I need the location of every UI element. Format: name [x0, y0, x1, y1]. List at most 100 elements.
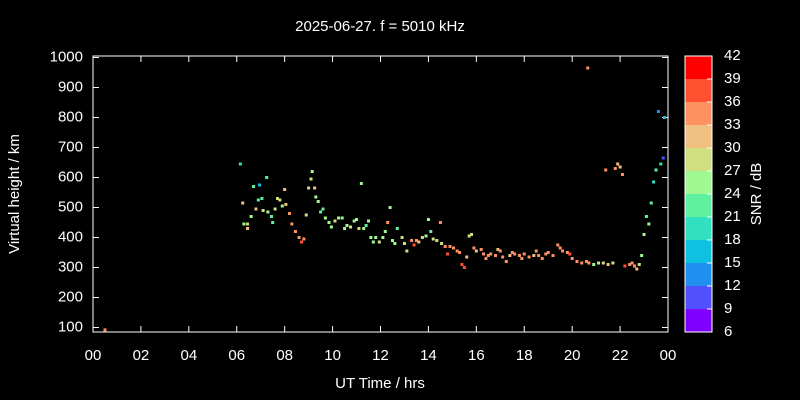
data-point: [287, 212, 291, 215]
data-point: [482, 252, 486, 256]
data-point: [414, 239, 418, 242]
data-point: [527, 255, 531, 259]
colorbar-band: [685, 263, 712, 286]
data-point: [479, 248, 483, 251]
data-point: [246, 222, 250, 226]
data-point: [405, 249, 409, 253]
data-point: [246, 227, 250, 230]
data-point: [510, 251, 514, 254]
colorbar-tick-label: 15: [724, 254, 741, 271]
data-point: [637, 263, 641, 266]
data-point: [359, 182, 363, 185]
colorbar-label: SNR / dB: [748, 163, 765, 226]
y-tick-label: 100: [58, 318, 83, 335]
data-point: [462, 266, 466, 269]
x-tick-label: 10: [324, 347, 341, 364]
data-point: [496, 248, 500, 251]
data-point: [265, 176, 269, 179]
data-point: [269, 215, 273, 218]
x-tick-label: 08: [276, 347, 293, 364]
data-point: [275, 197, 279, 200]
colorbar-tick-label: 33: [724, 116, 741, 133]
x-tick-label: 06: [228, 347, 245, 364]
data-point: [656, 110, 660, 113]
data-point: [522, 252, 526, 256]
data-point: [501, 255, 505, 259]
data-point: [393, 242, 397, 245]
data-point: [440, 242, 444, 245]
data-point: [435, 239, 439, 242]
data-point: [498, 249, 502, 253]
data-point: [271, 221, 275, 224]
data-point: [249, 215, 253, 218]
y-axis-label: Virtual height / km: [6, 134, 23, 254]
data-point: [323, 216, 327, 220]
data-point: [537, 254, 541, 257]
data-point: [299, 240, 303, 244]
colorbar-band: [685, 286, 712, 309]
colorbar-tick-label: 6: [724, 323, 732, 340]
data-point: [284, 203, 288, 206]
data-point: [417, 240, 421, 244]
colorbar-band: [685, 148, 712, 171]
data-point: [458, 251, 462, 254]
data-point: [256, 198, 260, 202]
data-point: [400, 236, 404, 239]
data-point: [565, 251, 569, 254]
data-point: [587, 261, 591, 265]
colorbar-band: [685, 56, 712, 79]
data-point: [556, 243, 560, 247]
y-tick-label: 200: [58, 288, 83, 305]
data-point: [309, 177, 313, 181]
data-point: [293, 230, 297, 233]
data-point: [297, 236, 301, 239]
data-point: [613, 167, 617, 170]
data-point: [383, 230, 387, 233]
data-point: [321, 207, 325, 211]
data-point: [431, 237, 435, 241]
data-point: [494, 254, 497, 257]
colorbar-tick-label: 36: [724, 93, 741, 110]
data-point: [623, 264, 627, 268]
data-point: [278, 198, 282, 202]
data-point: [472, 246, 476, 250]
colorbar-band: [685, 240, 712, 263]
data-point: [429, 230, 433, 233]
colorbar-band: [685, 171, 712, 194]
data-point: [630, 261, 634, 265]
data-point: [307, 186, 311, 190]
data-point: [242, 222, 246, 226]
x-tick-label: 14: [420, 347, 437, 364]
data-point: [355, 218, 359, 221]
data-point: [568, 252, 572, 256]
data-point: [649, 201, 653, 205]
x-tick-label: 18: [516, 347, 533, 364]
x-tick-label: 02: [133, 347, 150, 364]
data-point: [644, 215, 648, 218]
data-point: [280, 204, 284, 208]
data-point: [241, 201, 245, 205]
data-point: [357, 227, 361, 230]
data-point: [508, 254, 512, 257]
x-tick-label: 00: [660, 347, 677, 364]
data-point: [640, 254, 644, 257]
data-point: [371, 240, 375, 244]
data-point: [586, 66, 590, 70]
y-tick-label: 700: [58, 138, 83, 155]
data-point: [333, 219, 337, 223]
data-point: [517, 254, 521, 257]
data-point: [635, 267, 639, 271]
data-point: [544, 252, 548, 256]
data-point: [103, 328, 107, 332]
data-point: [597, 261, 601, 265]
data-point: [302, 237, 306, 241]
x-tick-label: 12: [372, 347, 389, 364]
data-point: [424, 234, 428, 238]
data-point: [319, 210, 323, 214]
chart-title: 2025-06-27. f = 5010 kHz: [295, 18, 465, 35]
colorbar-band: [685, 102, 712, 125]
data-point: [258, 183, 262, 187]
data-point: [426, 218, 430, 221]
x-tick-label: 04: [180, 347, 197, 364]
